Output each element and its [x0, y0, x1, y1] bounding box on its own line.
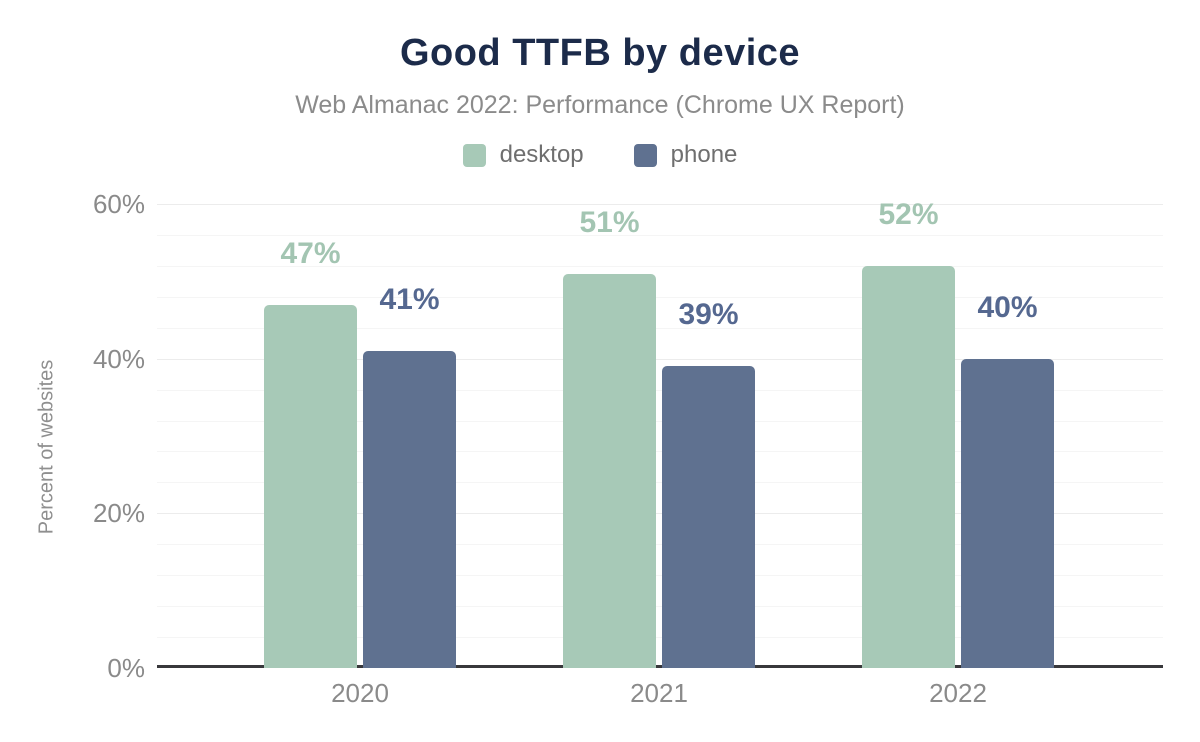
y-tick-label-60: 60%: [92, 189, 145, 219]
bar-label-desktop-2020: 47%: [280, 236, 341, 270]
gridline-48: [157, 296, 1163, 298]
y-tick-label-20: 20%: [92, 498, 145, 529]
bar-phone-2020: [363, 350, 456, 668]
gridline-4: [157, 637, 1163, 639]
gridline-56: [157, 234, 1163, 236]
gridline-60: [157, 204, 1163, 205]
gridline-28: [157, 451, 1163, 453]
legend-item-phone: phone: [633, 141, 738, 169]
plot-area: 0% 20% 40% 60% 2020 2021 2022 47% 51% 52% 41% 39% 40…: [93, 191, 1163, 706]
legend-item-desktop: desktop: [462, 141, 584, 169]
bar-label-desktop-2022: 52%: [878, 197, 939, 231]
gridline-40: [157, 358, 1163, 360]
bar-label-phone-2021: 39%: [678, 298, 739, 332]
gridline-44: [157, 327, 1163, 329]
x-tick-label-2021: 2021: [630, 678, 688, 708]
legend-swatch-phone: [633, 143, 657, 167]
gridline-8: [157, 606, 1163, 608]
bar-desktop-2022: [862, 265, 955, 668]
y-tick-label-40: 40%: [92, 343, 145, 374]
x-tick-label-2020: 2020: [331, 678, 389, 708]
bar-phone-2021: [662, 366, 755, 668]
gridline-24: [157, 482, 1163, 484]
gridline-36: [157, 389, 1163, 391]
gridline-52: [157, 265, 1163, 267]
legend-swatch-desktop: [462, 143, 486, 167]
page-title: Good TTFB by device: [399, 32, 801, 74]
bar-phone-2022: [961, 358, 1054, 668]
legend-label-phone: phone: [670, 141, 738, 168]
bar-label-phone-2022: 40%: [977, 290, 1038, 324]
gridline-12: [157, 575, 1163, 577]
gridline-20: [157, 513, 1163, 515]
chart-subtitle: Web Almanac 2022: Performance (Chrome UX…: [295, 91, 905, 119]
bar-label-phone-2020: 41%: [379, 282, 440, 316]
y-tick-label-0: 0%: [107, 653, 145, 683]
bar-label-desktop-2021: 51%: [579, 205, 640, 239]
legend-label-desktop: desktop: [499, 141, 584, 168]
gridline-32: [157, 420, 1163, 422]
x-tick-label-2022: 2022: [929, 678, 987, 708]
x-axis-line: [157, 665, 1163, 668]
legend: desktop phone: [0, 141, 1200, 169]
y-axis-title: Percent of websites: [35, 359, 58, 535]
bar-desktop-2021: [563, 273, 656, 668]
gridline-16: [157, 544, 1163, 546]
bar-desktop-2020: [264, 304, 357, 668]
